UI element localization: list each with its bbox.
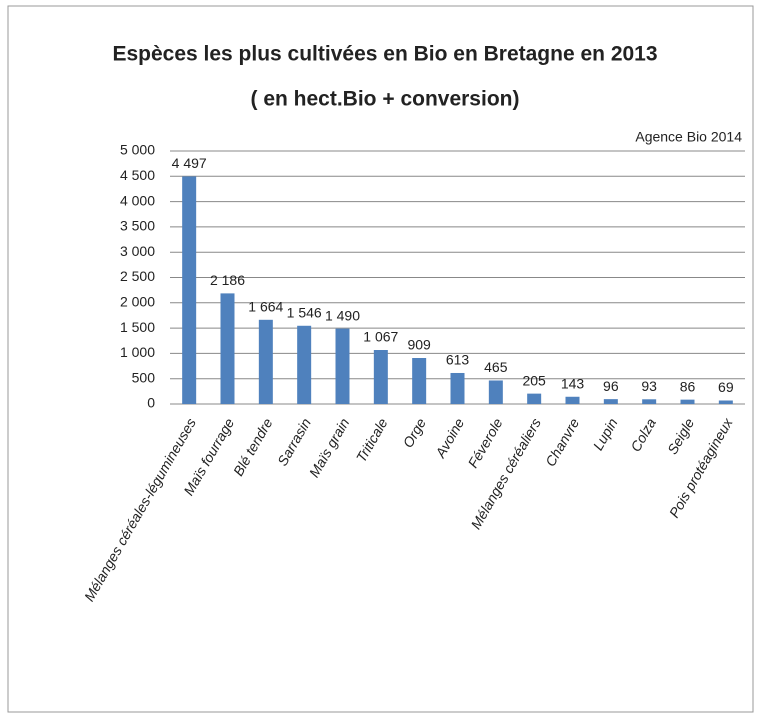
y-tick-label: 3 000 <box>120 243 155 259</box>
y-tick-label: 1 000 <box>120 344 155 360</box>
value-label: 4 497 <box>172 155 207 171</box>
chart-title: Espèces les plus cultivées en Bio en Bre… <box>112 43 657 66</box>
bar <box>565 396 580 404</box>
y-tick-label: 5 000 <box>120 142 155 158</box>
y-tick-label: 500 <box>132 369 156 385</box>
value-label: 1 490 <box>325 307 360 323</box>
bar <box>603 399 618 404</box>
value-label: 1 067 <box>363 329 398 345</box>
value-label: 613 <box>446 352 470 368</box>
y-tick-label: 4 000 <box>120 192 155 208</box>
value-label: 205 <box>522 372 546 388</box>
chart-subtitle: ( en hect.Bio + conversion) <box>251 88 520 111</box>
bar <box>373 350 388 404</box>
y-tick-label: 2 000 <box>120 294 155 310</box>
y-tick-label: 0 <box>147 395 155 411</box>
value-label: 143 <box>561 375 585 391</box>
value-label: 1 546 <box>287 304 322 320</box>
bar <box>297 325 312 404</box>
bar <box>412 358 427 404</box>
bar <box>527 393 542 404</box>
y-tick-label: 4 500 <box>120 167 155 183</box>
y-tick-label: 3 500 <box>120 218 155 234</box>
bar <box>182 176 197 404</box>
bar <box>718 400 733 404</box>
bar <box>335 328 350 404</box>
bar <box>258 319 273 404</box>
value-label: 465 <box>484 359 508 375</box>
y-tick-label: 1 500 <box>120 319 155 335</box>
bar <box>680 399 695 404</box>
bar <box>220 293 235 404</box>
y-tick-label: 2 500 <box>120 268 155 284</box>
value-label: 1 664 <box>248 299 283 315</box>
bar <box>488 380 503 404</box>
value-label: 86 <box>680 378 696 394</box>
bar <box>642 399 657 404</box>
bar <box>450 372 465 404</box>
value-label: 2 186 <box>210 272 245 288</box>
value-label: 96 <box>603 378 619 394</box>
value-label: 69 <box>718 379 734 395</box>
value-label: 93 <box>641 378 657 394</box>
value-label: 909 <box>407 337 431 353</box>
source-annotation: Agence Bio 2014 <box>635 129 742 145</box>
